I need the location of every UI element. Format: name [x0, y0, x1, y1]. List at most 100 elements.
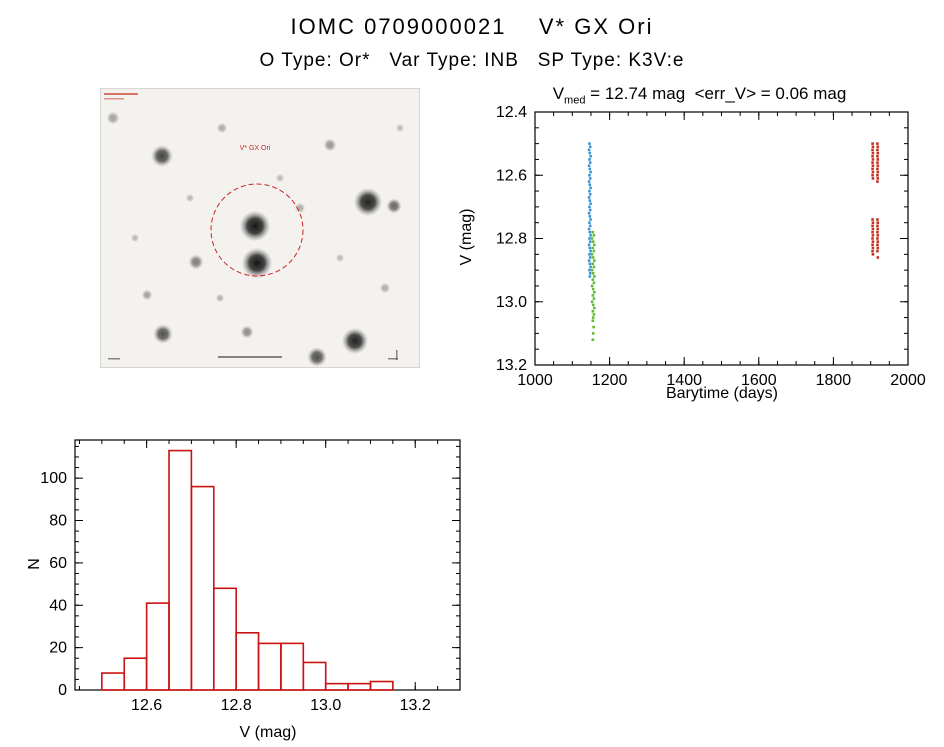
- finder-target-label: V* GX Ori: [240, 145, 271, 152]
- data-point-blue: [588, 192, 592, 196]
- data-point-red: [876, 154, 879, 158]
- x-tick-label: 1400: [666, 372, 702, 389]
- data-point-blue: [588, 230, 592, 234]
- data-point-red: [871, 237, 874, 240]
- y-tick-label: 13.0: [496, 294, 527, 311]
- data-point-red: [876, 249, 879, 253]
- data-point-red: [871, 151, 875, 155]
- data-point-red: [876, 151, 880, 155]
- data-point-green: [593, 259, 596, 262]
- data-point-blue: [588, 262, 592, 266]
- data-point-green: [592, 249, 596, 253]
- page-subtitle: O Type: Or* Var Type: INB SP Type: K3V:e: [259, 50, 685, 71]
- data-point-red: [871, 177, 875, 180]
- star: [335, 253, 345, 263]
- data-point-blue: [587, 164, 591, 168]
- data-point-blue: [589, 249, 592, 253]
- data-point-green: [593, 306, 596, 310]
- data-point-blue: [588, 142, 591, 145]
- data-point-blue: [587, 243, 591, 247]
- y-tick-label: 60: [49, 555, 67, 572]
- data-point-red: [871, 161, 874, 164]
- data-point-red: [876, 167, 879, 171]
- data-point-red: [876, 221, 880, 224]
- star: [239, 210, 271, 242]
- data-point-blue: [588, 240, 592, 243]
- data-point-blue: [588, 208, 592, 212]
- data-point-green: [591, 309, 595, 313]
- finder-annotation-mark: [104, 93, 138, 95]
- data-point-red: [876, 256, 880, 259]
- y-tick-label: 0: [58, 682, 67, 699]
- data-point-red: [876, 148, 879, 152]
- data-point-blue: [587, 196, 591, 199]
- star: [241, 247, 273, 279]
- y-tick-label: 40: [49, 597, 67, 614]
- data-point-blue: [588, 161, 592, 164]
- x-tick-label: 2000: [890, 372, 926, 389]
- data-point-red: [871, 249, 874, 253]
- histogram-bar: [280, 642, 305, 691]
- data-point-blue: [588, 145, 592, 149]
- y-tick-label: 12.4: [496, 104, 527, 121]
- star: [353, 187, 383, 217]
- star: [275, 173, 285, 183]
- page-title: IOMC 0709000021 V* GX Ori: [290, 14, 654, 39]
- x-tick-label: 1600: [741, 372, 777, 389]
- data-point-blue: [588, 246, 592, 250]
- data-point-red: [876, 246, 880, 250]
- star: [341, 327, 369, 355]
- data-point-green: [591, 338, 595, 341]
- histogram-bar: [145, 602, 170, 691]
- histogram-bar: [347, 682, 372, 691]
- data-point-red: [876, 145, 880, 149]
- y-tick-label: 12.8: [496, 231, 527, 248]
- data-point-red: [876, 170, 880, 174]
- finder-annotation-mark: [396, 350, 398, 360]
- data-point-red: [876, 177, 880, 180]
- star: [185, 193, 195, 203]
- data-point-red: [871, 221, 875, 224]
- x-tick-label: 12.8: [221, 697, 252, 714]
- finder-annotation-mark: [108, 358, 120, 360]
- finder-annotation-mark: [218, 356, 282, 358]
- data-point-green: [592, 297, 596, 300]
- data-point-blue: [588, 224, 592, 228]
- data-point-green: [591, 287, 595, 291]
- y-tick-label: 12.6: [496, 167, 527, 184]
- histogram-bar: [257, 642, 282, 691]
- data-point-red: [871, 170, 875, 174]
- lightcurve-title-rest: = 12.74 mag <err_V> = 0.06 mag: [585, 84, 847, 103]
- data-point-blue: [588, 275, 592, 278]
- data-point-blue: [588, 256, 592, 259]
- data-point-green: [592, 281, 596, 285]
- star: [141, 289, 153, 301]
- star: [216, 122, 228, 134]
- data-point-blue: [587, 148, 591, 152]
- target-circle: [210, 183, 304, 277]
- data-point-blue: [587, 211, 591, 215]
- data-point-green: [590, 237, 594, 240]
- data-point-red: [876, 164, 880, 168]
- data-point-red: [871, 230, 874, 234]
- data-point-blue: [588, 215, 592, 218]
- histogram-bar: [190, 485, 215, 691]
- data-point-blue: [588, 253, 591, 256]
- data-point-red: [871, 142, 874, 145]
- data-point-blue: [588, 167, 592, 171]
- data-point-green: [590, 253, 594, 256]
- data-point-blue: [588, 158, 591, 161]
- x-tick-label: 13.2: [400, 697, 431, 714]
- data-point-red: [876, 230, 879, 234]
- data-point-red: [871, 164, 875, 168]
- y-tick-label: 80: [49, 513, 67, 530]
- plot-frame: [74, 439, 461, 691]
- data-point-blue: [587, 259, 591, 262]
- histogram-plot: 12.6 12.8 13.0 13.2 0 20 40 60 80 100: [40, 439, 461, 714]
- finder-annotation-mark: [104, 98, 124, 100]
- data-point-red: [876, 161, 879, 164]
- star: [130, 233, 140, 243]
- data-point-green: [591, 230, 595, 234]
- data-point-green: [590, 268, 594, 272]
- data-point-red: [871, 246, 875, 250]
